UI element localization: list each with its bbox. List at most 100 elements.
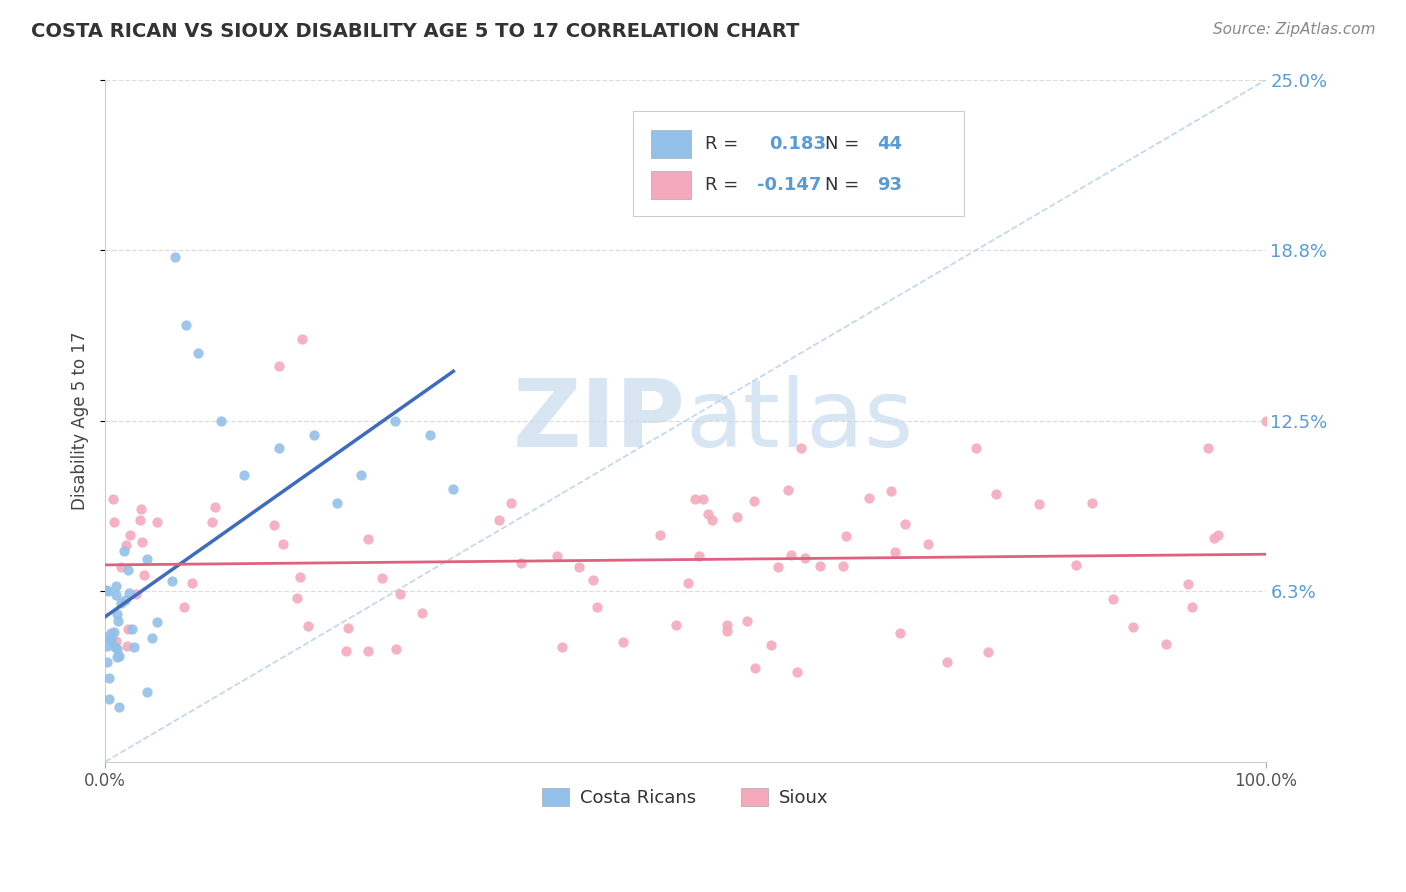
Point xyxy=(501,496,523,510)
Point xyxy=(118,586,141,600)
Point xyxy=(118,528,141,542)
Point xyxy=(794,551,817,566)
FancyBboxPatch shape xyxy=(633,111,965,217)
Point xyxy=(778,483,800,498)
Point xyxy=(302,427,325,442)
Point xyxy=(936,656,959,670)
Point xyxy=(98,691,121,706)
Point xyxy=(117,622,139,636)
Point xyxy=(546,549,568,563)
Point xyxy=(114,544,136,558)
Point xyxy=(790,441,813,455)
Point xyxy=(716,624,738,638)
Point xyxy=(285,591,308,606)
Point xyxy=(648,528,671,542)
Text: ZIP: ZIP xyxy=(513,375,685,467)
Point xyxy=(288,570,311,584)
Point xyxy=(103,516,125,530)
Point xyxy=(768,559,790,574)
Point xyxy=(104,640,127,655)
Point xyxy=(105,589,128,603)
Point xyxy=(585,599,607,614)
Y-axis label: Disability Age 5 to 17: Disability Age 5 to 17 xyxy=(72,332,89,510)
Point xyxy=(271,537,294,551)
Point xyxy=(105,649,128,664)
Point xyxy=(685,491,707,506)
Point xyxy=(209,414,232,428)
Point xyxy=(349,468,371,483)
Point xyxy=(984,487,1007,501)
Point xyxy=(880,484,903,499)
Point xyxy=(388,586,411,600)
Point xyxy=(759,638,782,652)
Point xyxy=(612,635,634,649)
Point xyxy=(1208,527,1230,541)
Point xyxy=(114,592,136,607)
Text: N =: N = xyxy=(825,176,865,194)
Point xyxy=(146,516,169,530)
Point xyxy=(100,632,122,647)
Point xyxy=(163,250,186,264)
Point xyxy=(356,644,378,658)
Point xyxy=(976,645,998,659)
Point xyxy=(697,508,720,522)
Point xyxy=(441,482,464,496)
Point xyxy=(110,596,132,610)
Point xyxy=(100,626,122,640)
Point xyxy=(742,494,765,508)
Point xyxy=(1080,496,1102,510)
Point xyxy=(510,556,533,570)
Point xyxy=(581,574,603,588)
Point xyxy=(233,468,256,483)
Text: N =: N = xyxy=(825,135,865,153)
Point xyxy=(568,559,591,574)
Point xyxy=(835,529,858,543)
Point xyxy=(384,414,406,428)
Point xyxy=(125,587,148,601)
Point xyxy=(1064,558,1087,572)
Point xyxy=(737,614,759,628)
Point xyxy=(883,544,905,558)
Point xyxy=(858,491,880,505)
Point xyxy=(115,639,138,653)
Point xyxy=(411,606,433,620)
Point xyxy=(103,625,125,640)
FancyBboxPatch shape xyxy=(651,170,692,199)
Point xyxy=(176,318,198,333)
Point xyxy=(122,640,145,654)
Text: COSTA RICAN VS SIOUX DISABILITY AGE 5 TO 17 CORRELATION CHART: COSTA RICAN VS SIOUX DISABILITY AGE 5 TO… xyxy=(31,22,799,41)
Point xyxy=(688,549,710,563)
Point xyxy=(810,559,832,574)
Text: atlas: atlas xyxy=(685,375,914,467)
Point xyxy=(98,632,121,647)
Point xyxy=(160,574,183,589)
Point xyxy=(1177,577,1199,591)
Point xyxy=(744,661,766,675)
Point xyxy=(132,567,155,582)
Point xyxy=(917,537,939,551)
Point xyxy=(335,644,357,658)
Point xyxy=(115,538,138,552)
Point xyxy=(136,552,159,566)
Point xyxy=(121,622,143,636)
Point xyxy=(263,518,285,533)
Point xyxy=(146,615,169,629)
Point xyxy=(269,359,291,374)
Point xyxy=(889,626,911,640)
Point xyxy=(551,640,574,654)
Text: Source: ZipAtlas.com: Source: ZipAtlas.com xyxy=(1212,22,1375,37)
Point xyxy=(337,621,360,635)
Point xyxy=(1122,620,1144,634)
Point xyxy=(96,582,118,597)
Point xyxy=(371,571,394,585)
FancyBboxPatch shape xyxy=(651,129,692,159)
Point xyxy=(1102,591,1125,606)
Point xyxy=(104,634,127,648)
Point xyxy=(173,600,195,615)
Point xyxy=(103,491,125,506)
Point xyxy=(117,563,139,577)
Point xyxy=(98,671,121,685)
Point xyxy=(419,427,441,442)
Point xyxy=(665,618,688,632)
Point xyxy=(136,685,159,699)
